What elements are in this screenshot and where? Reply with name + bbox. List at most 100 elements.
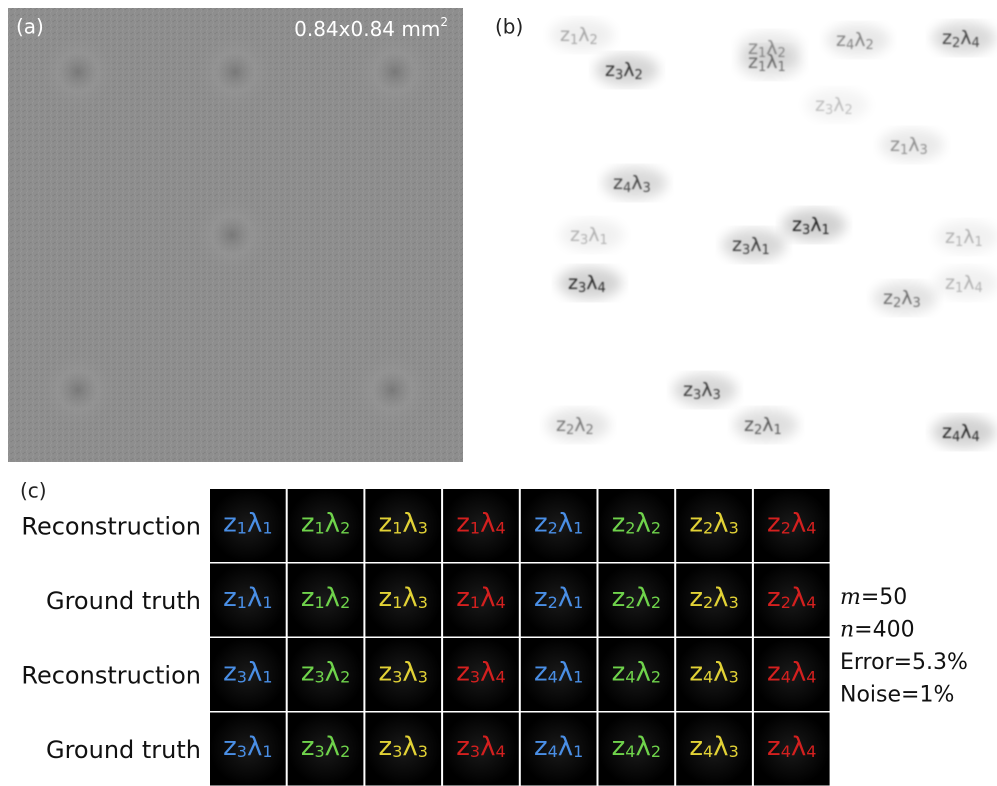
label-part: 1	[955, 235, 963, 250]
label-part: λ	[586, 272, 597, 294]
label-part: λ	[908, 134, 919, 156]
label-part: 3	[392, 667, 402, 686]
label-part: z	[534, 508, 548, 538]
label-part: λ	[960, 27, 971, 49]
label-part: λ	[558, 508, 573, 538]
label-part: λ	[480, 732, 495, 762]
label-part: 3	[314, 742, 324, 761]
label-part: z	[605, 59, 615, 81]
label-part: z	[534, 583, 548, 613]
parameter-name: Error	[840, 650, 895, 675]
label-part: 2	[781, 593, 791, 612]
label-part: λ	[791, 508, 806, 538]
label-part: 1	[262, 593, 272, 612]
label-part: λ	[623, 59, 634, 81]
label-part: 3	[713, 388, 721, 403]
label-part: 3	[693, 388, 701, 403]
label-part: λ	[558, 732, 573, 762]
label-part: 4	[703, 667, 713, 686]
label-part: z	[379, 583, 393, 613]
label-part: z	[689, 583, 703, 613]
label-part: λ	[750, 234, 761, 256]
parameter-value: =400	[854, 618, 914, 643]
label-part: λ	[810, 214, 821, 236]
label-part: 3	[470, 667, 480, 686]
label-part: z	[732, 234, 742, 256]
label-part: 2	[781, 518, 791, 537]
label-part: 2	[952, 36, 960, 51]
label-part: 4	[806, 518, 816, 537]
label-part: λ	[247, 583, 262, 613]
panel-c: (c) Reconstructionz1λ1z1λ2z1λ3z1λ4z2λ1z2…	[20, 479, 968, 786]
label-part: λ	[713, 732, 728, 762]
label-part: 1	[237, 593, 247, 612]
parameter-name: Noise	[840, 683, 901, 708]
label-part: z	[748, 51, 758, 73]
label-part: λ	[480, 508, 495, 538]
label-part: 1	[774, 423, 782, 438]
label-part: 3	[418, 667, 428, 686]
label-part: 4	[806, 667, 816, 686]
label-part: 1	[237, 518, 247, 537]
label-part: 3	[580, 233, 588, 248]
label-part: 2	[340, 518, 350, 537]
label-part: λ	[963, 272, 974, 294]
label-part: λ	[325, 508, 340, 538]
label-part: 1	[573, 742, 583, 761]
parameter: Noise=1%	[840, 683, 954, 708]
label-part: 4	[806, 593, 816, 612]
label-part: 3	[237, 742, 247, 761]
label-part: λ	[701, 379, 712, 401]
label-part: z	[223, 508, 237, 538]
label-part: z	[223, 732, 237, 762]
label-part: 1	[758, 60, 766, 75]
label-part: 2	[586, 423, 594, 438]
label-part: λ	[766, 51, 777, 73]
label-part: λ	[635, 657, 650, 687]
label-part: λ	[791, 583, 806, 613]
label-part: 1	[392, 593, 402, 612]
panel-label: (a)	[16, 15, 44, 39]
label-part: 1	[600, 233, 608, 248]
label-part: λ	[631, 172, 642, 194]
label-part: 2	[651, 667, 661, 686]
label-part: 2	[340, 593, 350, 612]
parameter-name: m	[840, 585, 861, 610]
label-part: 4	[952, 430, 960, 445]
label-part: λ	[901, 287, 912, 309]
parameter-value: =50	[861, 585, 907, 610]
label-part: λ	[325, 583, 340, 613]
label-part: z	[890, 134, 900, 156]
label-part: λ	[480, 583, 495, 613]
label-part: 2	[703, 518, 713, 537]
label-part: 1	[314, 518, 324, 537]
label-part: z	[767, 732, 781, 762]
label-part: 1	[900, 143, 908, 158]
label-part: z	[767, 657, 781, 687]
label-part: 4	[548, 667, 558, 686]
label-part: z	[570, 224, 580, 246]
label-part: λ	[402, 657, 417, 687]
label-part: 4	[495, 593, 505, 612]
label-part: 2	[590, 33, 598, 48]
label-part: λ	[325, 732, 340, 762]
label-part: 4	[781, 667, 791, 686]
parameter-value: =5.3%	[894, 650, 968, 675]
label-part: λ	[635, 508, 650, 538]
label-part: λ	[574, 414, 585, 436]
label-part: z	[456, 508, 470, 538]
label-part: z	[301, 657, 315, 687]
label-part: 3	[418, 742, 428, 761]
label-part: λ	[247, 657, 262, 687]
label-part: 3	[729, 593, 739, 612]
label-part: 1	[262, 518, 272, 537]
label-part: 3	[470, 742, 480, 761]
label-part: 4	[495, 742, 505, 761]
label-part: z	[683, 379, 693, 401]
label-part: z	[613, 172, 623, 194]
label-part: 3	[729, 667, 739, 686]
label-part: z	[744, 414, 754, 436]
label-part: λ	[558, 657, 573, 687]
label-part: 2	[651, 518, 661, 537]
label-part: 1	[762, 243, 770, 258]
